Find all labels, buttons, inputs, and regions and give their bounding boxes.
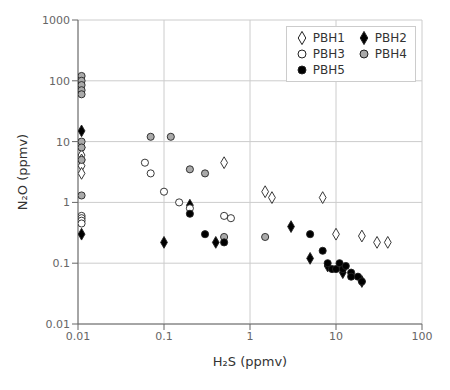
svg-text:N₂O (ppmv): N₂O (ppmv) bbox=[15, 134, 30, 210]
svg-text:1000: 1000 bbox=[42, 14, 70, 27]
svg-text:100: 100 bbox=[412, 330, 433, 343]
svg-text:1: 1 bbox=[247, 330, 254, 343]
svg-text:0.1: 0.1 bbox=[155, 330, 173, 343]
svg-text:0.01: 0.01 bbox=[66, 330, 91, 343]
svg-text:1: 1 bbox=[63, 196, 70, 209]
html-text:PBH5: PBH5 bbox=[312, 63, 345, 77]
svg-text:100: 100 bbox=[49, 75, 70, 88]
svg-text:10: 10 bbox=[56, 136, 70, 149]
html-text:PBH4: PBH4 bbox=[374, 47, 407, 61]
svg-text:0.1: 0.1 bbox=[53, 257, 71, 270]
svg-text:10: 10 bbox=[329, 330, 343, 343]
html-text:PBH2: PBH2 bbox=[374, 31, 407, 45]
html-text:PBH3: PBH3 bbox=[312, 47, 345, 61]
html-text:PBH1: PBH1 bbox=[312, 31, 345, 45]
svg-text:0.01: 0.01 bbox=[46, 318, 71, 331]
svg-text:H₂S (ppmv): H₂S (ppmv) bbox=[213, 354, 287, 369]
